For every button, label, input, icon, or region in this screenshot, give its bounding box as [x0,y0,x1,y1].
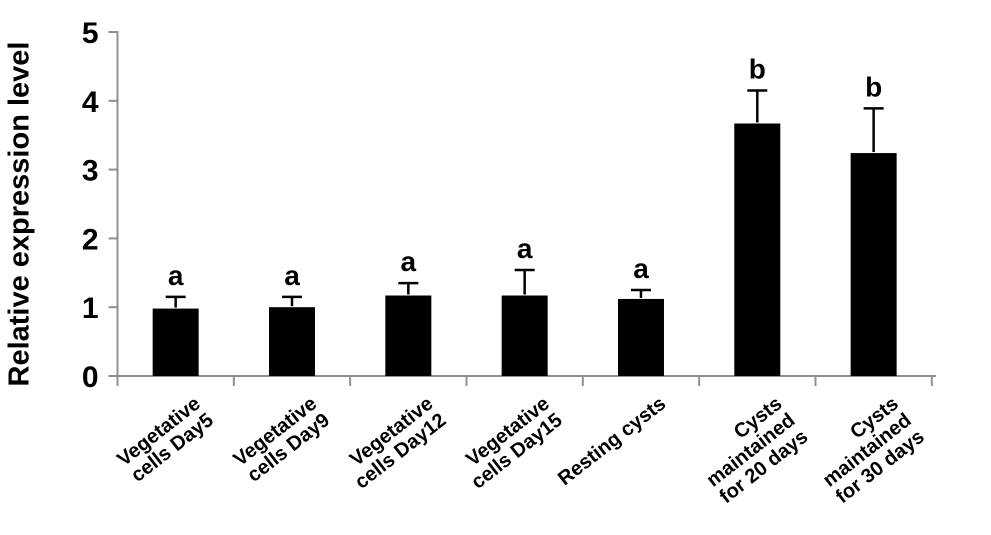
bar [734,123,781,376]
bar [152,308,199,376]
significance-letter: a [517,233,533,264]
bar [617,298,664,376]
bar [268,307,315,376]
y-tick-label: 1 [82,292,99,325]
significance-letter: b [865,71,882,102]
y-tick-label: 3 [82,155,99,188]
bar [850,153,897,376]
bar [385,295,432,376]
x-category-label: Resting cysts [554,393,670,490]
bar [501,295,548,376]
x-category-label: Vegetativecells Day9 [230,393,334,488]
y-tick-label: 4 [82,86,99,119]
significance-letter: b [749,53,766,84]
x-category-label: Cystsmaintainedfor 20 days [690,393,813,508]
y-tick-label: 5 [82,17,99,50]
x-category-label: Vegetativecells Day5 [113,393,217,488]
y-tick-label: 2 [82,223,99,256]
significance-letter: a [633,253,649,284]
x-category-label: Vegetativecells Day15 [454,393,566,494]
y-tick-label: 0 [82,361,99,394]
x-category-label: Vegetativecells Day12 [338,393,450,494]
x-category-label: Cystsmaintainedfor 30 days [806,393,929,508]
significance-letter: a [284,260,300,291]
significance-letter: a [168,260,184,291]
significance-letter: a [401,246,417,277]
